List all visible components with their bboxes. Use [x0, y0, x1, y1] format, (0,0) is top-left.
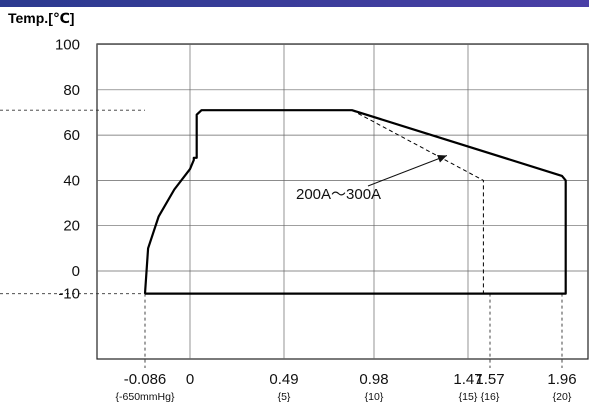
gridlines	[97, 44, 588, 359]
annotation-arrow-head	[437, 155, 447, 163]
x-tick-sublabel: {10}	[365, 391, 384, 403]
y-tick-label: 20	[63, 218, 80, 235]
y-tick-label: 40	[63, 172, 80, 189]
x-tick-labels: -0.086 {-650mmHg} 0 0.49 {5} 0.98 {10} 1.47 {15}…	[116, 371, 577, 403]
x-tick-label: 1.47	[453, 371, 482, 388]
y-tick-label: 80	[63, 82, 80, 99]
series-solid-line	[143, 109, 567, 295]
x-tick-label: 0	[186, 371, 194, 388]
x-tick-label: 1.96	[547, 371, 576, 388]
y-tick-label: 60	[63, 127, 80, 144]
x-tick-sublabel: {5}	[278, 391, 291, 403]
x-tick-label: 0.49	[269, 371, 298, 388]
y-tick-labels: 100 80 60 40 20 0 -10	[55, 37, 80, 303]
x-tick-label: 1.57	[475, 371, 504, 388]
x-tick-sublabel: {20}	[553, 391, 572, 403]
reference-lines	[0, 109, 563, 368]
x-tick-sublabel: {16}	[481, 391, 500, 403]
y-axis-title: Temp.[℃]	[8, 10, 75, 26]
annotations: 200A～300A	[296, 155, 448, 203]
plot-frame	[96, 43, 589, 360]
series-dashed-line	[351, 109, 484, 294]
annotation-arrow-line	[367, 155, 448, 187]
x-tick-sublabel: {15}	[459, 391, 478, 403]
series-group	[143, 109, 567, 295]
y-tick-label: 0	[72, 263, 80, 280]
x-tick-label: 0.98	[359, 371, 388, 388]
annotation-label: 200A～300A	[296, 186, 381, 203]
y-tick-label: 100	[55, 37, 80, 54]
header-strip-fill	[0, 0, 589, 7]
y-tick-label: -10	[58, 286, 80, 303]
x-tick-sublabel: {-650mmHg}	[116, 391, 175, 403]
x-tick-label: -0.086	[124, 371, 167, 388]
